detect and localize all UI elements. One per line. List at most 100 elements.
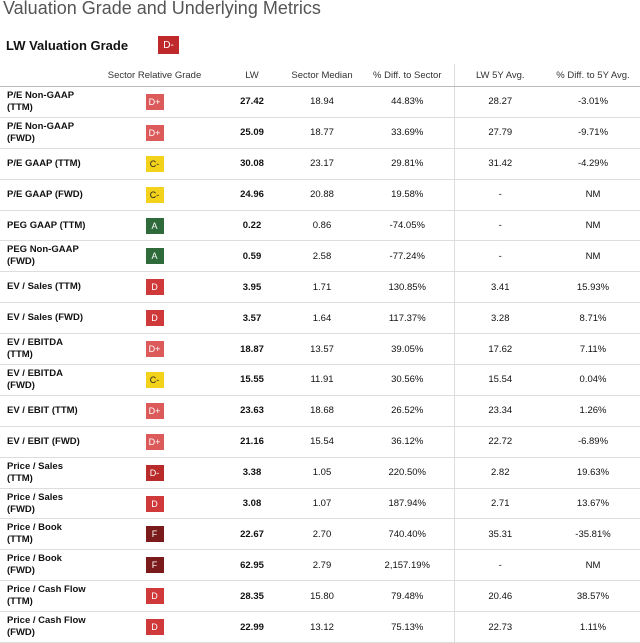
lw-5y-avg-value: 15.54 bbox=[453, 364, 546, 396]
lw-value: 62.95 bbox=[221, 549, 283, 582]
grade-badge: D bbox=[145, 279, 164, 296]
grade-badge: D+ bbox=[145, 433, 164, 450]
table-row: Price / Cash Flow (FWD) D 22.99 13.12 75.13%… bbox=[0, 611, 640, 643]
diff-to-sector-value: 39.05% bbox=[361, 333, 454, 366]
grade-badge: A bbox=[145, 248, 164, 265]
table-row: P/E Non-GAAP (FWD) D+ 25.09 18.77 33.69% 27.7… bbox=[0, 117, 640, 149]
grade-badge: C- bbox=[145, 186, 164, 203]
lw-5y-avg-value: 17.62 bbox=[453, 333, 546, 366]
diff-to-5y-avg-value: NM bbox=[546, 210, 640, 242]
lw-value: 22.67 bbox=[221, 518, 283, 551]
table-row: Price / Sales (TTM) D- 3.38 1.05 220.50% 2.82… bbox=[0, 457, 640, 489]
header-diff-5y[interactable]: % Diff. to 5Y Avg. bbox=[546, 64, 640, 87]
header-sector-median[interactable]: Sector Median bbox=[283, 64, 361, 87]
header-metric bbox=[0, 64, 88, 87]
diff-to-sector-value: 187.94% bbox=[361, 488, 454, 520]
header-lw[interactable]: LW bbox=[221, 64, 283, 87]
diff-to-sector-value: 75.13% bbox=[361, 611, 454, 643]
lw-value: 3.38 bbox=[221, 457, 283, 489]
diff-to-sector-value: -77.24% bbox=[361, 240, 454, 273]
sector-median-value: 2.79 bbox=[283, 549, 361, 582]
sector-relative-grade: D+ bbox=[88, 86, 221, 118]
lw-5y-avg-value: 22.73 bbox=[453, 611, 546, 643]
table-row: Price / Book (TTM) F 22.67 2.70 740.40% 35.31… bbox=[0, 518, 640, 551]
lw-5y-avg-value: 22.72 bbox=[453, 426, 546, 458]
diff-to-5y-avg-value: 7.11% bbox=[546, 333, 640, 366]
lw-5y-avg-value: - bbox=[453, 549, 546, 582]
page-title: Valuation Grade and Underlying Metrics bbox=[3, 0, 321, 18]
diff-to-sector-value: 44.83% bbox=[361, 86, 454, 118]
sector-median-value: 2.58 bbox=[283, 240, 361, 273]
lw-value: 3.95 bbox=[221, 271, 283, 304]
grade-badge: C- bbox=[145, 155, 164, 172]
metric-name: P/E Non-GAAP (FWD) bbox=[0, 117, 88, 149]
lw-5y-avg-value: 27.79 bbox=[453, 117, 546, 149]
table-row: EV / Sales (TTM) D 3.95 1.71 130.85% 3.41 15.9… bbox=[0, 271, 640, 304]
grade-badge: D+ bbox=[145, 93, 164, 110]
lw-value: 3.08 bbox=[221, 488, 283, 520]
metric-name: P/E GAAP (TTM) bbox=[0, 148, 88, 180]
table-row: PEG Non-GAAP (FWD) A 0.59 2.58 -77.24% - NM bbox=[0, 240, 640, 273]
lw-value: 0.22 bbox=[221, 210, 283, 242]
sector-relative-grade: D bbox=[88, 580, 221, 613]
diff-to-sector-value: -74.05% bbox=[361, 210, 454, 242]
grade-badge: D+ bbox=[145, 124, 164, 141]
grade-badge: F bbox=[145, 557, 164, 574]
header-5y-avg[interactable]: LW 5Y Avg. bbox=[453, 64, 546, 87]
lw-value: 25.09 bbox=[221, 117, 283, 149]
metric-name: EV / EBITDA (FWD) bbox=[0, 364, 88, 396]
sector-relative-grade: D+ bbox=[88, 395, 221, 427]
grade-badge: D bbox=[145, 310, 164, 327]
metric-name: Price / Book (FWD) bbox=[0, 549, 88, 582]
grade-badge: D+ bbox=[145, 341, 164, 358]
sector-median-value: 18.68 bbox=[283, 395, 361, 427]
diff-to-sector-value: 117.37% bbox=[361, 302, 454, 335]
sector-relative-grade: D bbox=[88, 611, 221, 643]
table-row: EV / EBITDA (FWD) C- 15.55 11.91 30.56% 15.54… bbox=[0, 364, 640, 396]
metric-name: EV / EBITDA (TTM) bbox=[0, 333, 88, 366]
sector-median-value: 18.77 bbox=[283, 117, 361, 149]
diff-to-5y-avg-value: -35.81% bbox=[546, 518, 640, 551]
valuation-table: Sector Relative Grade LW Sector Median %… bbox=[0, 64, 640, 643]
lw-value: 22.99 bbox=[221, 611, 283, 643]
lw-value: 0.59 bbox=[221, 240, 283, 273]
diff-to-5y-avg-value: -9.71% bbox=[546, 117, 640, 149]
sector-relative-grade: D bbox=[88, 488, 221, 520]
sector-median-value: 20.88 bbox=[283, 179, 361, 211]
diff-to-5y-avg-value: 1.26% bbox=[546, 395, 640, 427]
table-row: Price / Sales (FWD) D 3.08 1.07 187.94% 2.71 1… bbox=[0, 488, 640, 520]
diff-to-5y-avg-value: -3.01% bbox=[546, 86, 640, 118]
sector-median-value: 15.54 bbox=[283, 426, 361, 458]
diff-to-sector-value: 36.12% bbox=[361, 426, 454, 458]
grade-badge: C- bbox=[145, 371, 164, 388]
table-row: P/E GAAP (TTM) C- 30.08 23.17 29.81% 31.42 -4.… bbox=[0, 148, 640, 180]
lw-5y-avg-value: 3.28 bbox=[453, 302, 546, 335]
header-grade[interactable]: Sector Relative Grade bbox=[88, 64, 221, 87]
sector-relative-grade: D bbox=[88, 271, 221, 304]
metric-name: EV / Sales (FWD) bbox=[0, 302, 88, 335]
sector-median-value: 1.71 bbox=[283, 271, 361, 304]
sector-relative-grade: C- bbox=[88, 179, 221, 211]
lw-5y-avg-value: - bbox=[453, 240, 546, 273]
grade-badge: D- bbox=[145, 464, 164, 481]
metric-name: Price / Cash Flow (TTM) bbox=[0, 580, 88, 613]
sector-relative-grade: D+ bbox=[88, 426, 221, 458]
metric-name: Price / Cash Flow (FWD) bbox=[0, 611, 88, 643]
diff-to-sector-value: 19.58% bbox=[361, 179, 454, 211]
diff-to-sector-value: 2,157.19% bbox=[361, 549, 454, 582]
lw-5y-avg-value: 23.34 bbox=[453, 395, 546, 427]
metric-name: EV / EBIT (TTM) bbox=[0, 395, 88, 427]
header-diff-sector[interactable]: % Diff. to Sector bbox=[361, 64, 454, 87]
lw-value: 28.35 bbox=[221, 580, 283, 613]
sector-median-value: 0.86 bbox=[283, 210, 361, 242]
diff-to-5y-avg-value: 8.71% bbox=[546, 302, 640, 335]
sector-relative-grade: A bbox=[88, 240, 221, 273]
lw-value: 30.08 bbox=[221, 148, 283, 180]
diff-to-5y-avg-value: 38.57% bbox=[546, 580, 640, 613]
lw-5y-avg-value: 2.82 bbox=[453, 457, 546, 489]
sector-relative-grade: F bbox=[88, 549, 221, 582]
metric-name: P/E Non-GAAP (TTM) bbox=[0, 86, 88, 118]
sector-relative-grade: C- bbox=[88, 148, 221, 180]
metric-name: Price / Sales (FWD) bbox=[0, 488, 88, 520]
sector-median-value: 11.91 bbox=[283, 364, 361, 396]
